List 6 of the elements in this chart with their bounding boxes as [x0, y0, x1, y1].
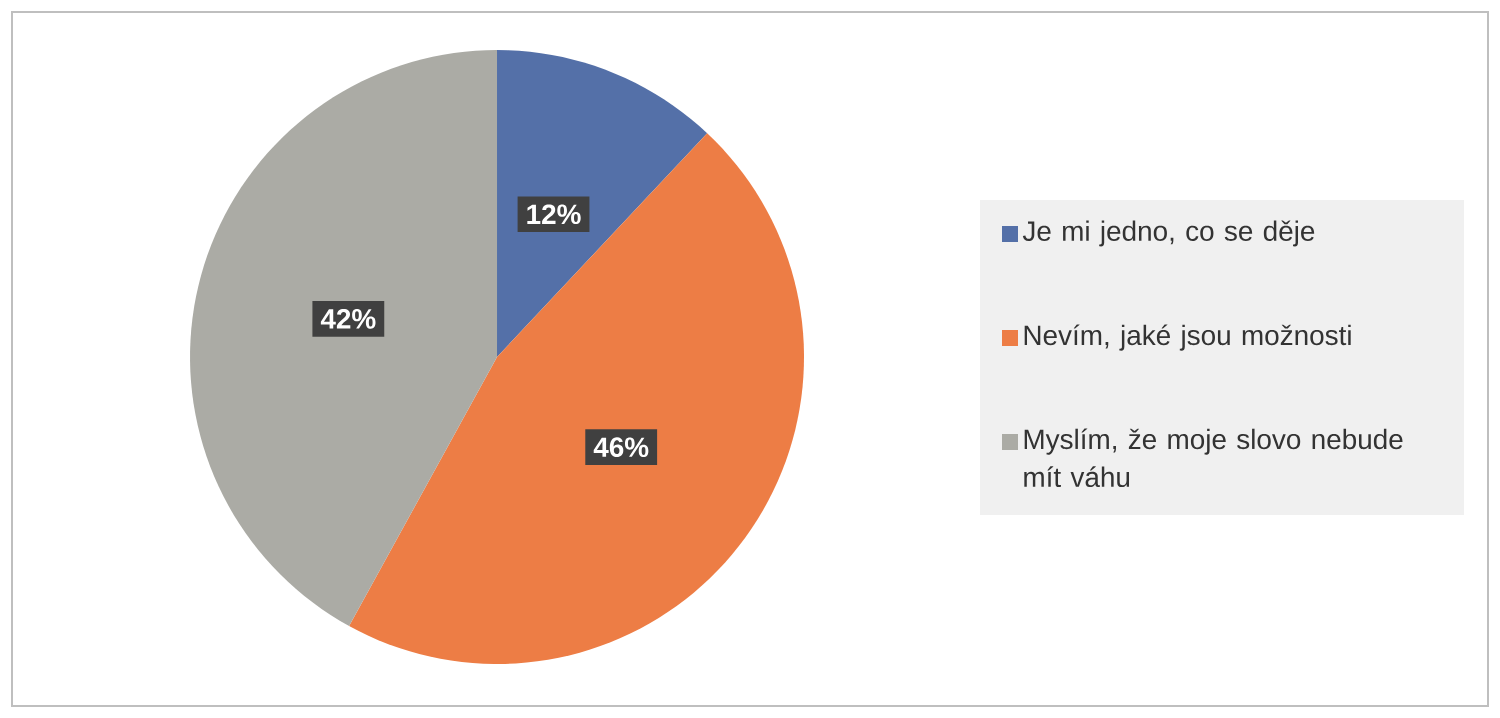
- data-label: 12%: [527, 204, 581, 225]
- legend-label: Je mi jedno, co se děje: [1022, 220, 1315, 247]
- legend-label: Myslím, že moje slovo nebude mít váhu: [1024, 428, 1403, 488]
- data-label: 42%: [320, 308, 376, 329]
- data-label: 46%: [593, 437, 649, 458]
- legend-label: Nevím, jaké jsou možnosti: [1024, 324, 1351, 351]
